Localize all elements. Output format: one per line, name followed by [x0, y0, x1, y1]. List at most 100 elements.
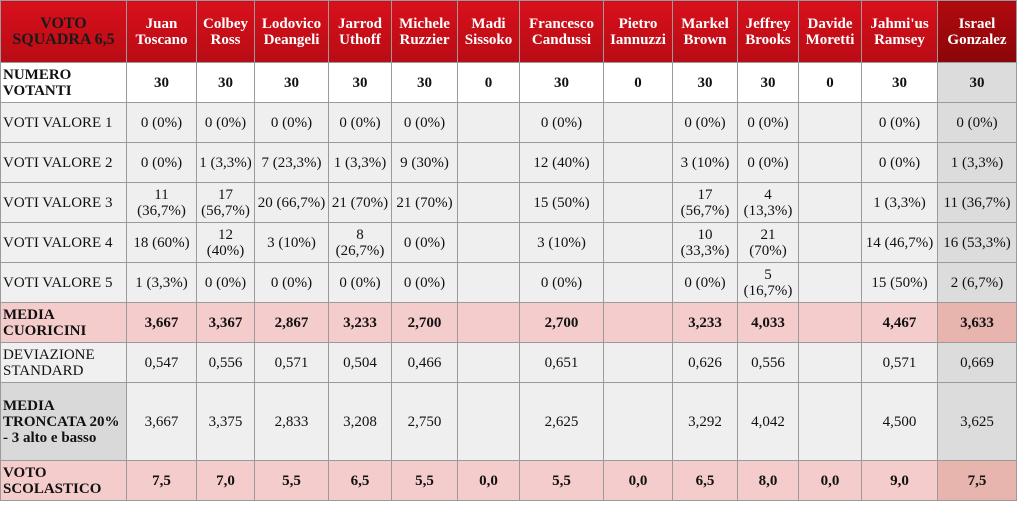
- row-label: VOTO SCOLASTICO: [0, 460, 127, 501]
- cell: 3,292: [672, 382, 738, 461]
- cell: 15 (50%): [519, 182, 604, 223]
- player-header: Jarrod Uthoff: [328, 0, 392, 63]
- cell: 30: [391, 62, 458, 103]
- cell: 30: [737, 62, 799, 103]
- cell: 4,467: [861, 302, 938, 343]
- cell: 21 (70%): [391, 182, 458, 223]
- cell: 30: [328, 62, 392, 103]
- cell: 30: [196, 62, 255, 103]
- cell: 4,033: [737, 302, 799, 343]
- row-label: MEDIA CUORICINI: [0, 302, 127, 343]
- cell: 9 (30%): [391, 142, 458, 183]
- cell: 2,700: [519, 302, 604, 343]
- player-header: Markel Brown: [672, 0, 738, 63]
- cell: [798, 222, 862, 263]
- cell: [603, 342, 673, 383]
- cell: 0,556: [737, 342, 799, 383]
- cell: 4,500: [861, 382, 938, 461]
- row-label: VOTI VALORE 3: [0, 182, 127, 223]
- cell: 0 (0%): [126, 142, 197, 183]
- cell: 7,5: [937, 460, 1017, 501]
- row-label: VOTI VALORE 5: [0, 262, 127, 303]
- cell: 4 (13,3%): [737, 182, 799, 223]
- cell: 0 (0%): [254, 262, 329, 303]
- cell: [798, 142, 862, 183]
- cell: 3,625: [937, 382, 1017, 461]
- cell: 1 (3,3%): [328, 142, 392, 183]
- row-label: VOTI VALORE 2: [0, 142, 127, 183]
- player-header: Michele Ruzzier: [391, 0, 458, 63]
- cell: 1 (3,3%): [937, 142, 1017, 183]
- player-header: Jeffrey Brooks: [737, 0, 799, 63]
- cell: 3,375: [196, 382, 255, 461]
- cell: [603, 182, 673, 223]
- cell: [798, 342, 862, 383]
- cell: 18 (60%): [126, 222, 197, 263]
- cell: 3,367: [196, 302, 255, 343]
- cell: 2,625: [519, 382, 604, 461]
- cell: [457, 182, 520, 223]
- cell: 14 (46,7%): [861, 222, 938, 263]
- cell: [603, 382, 673, 461]
- table-row: MEDIA CUORICINI 3,667 3,367 2,867 3,233 2,700…: [0, 302, 1017, 343]
- row-label: DEVIAZIONE STANDARD: [0, 342, 127, 383]
- cell: 6,5: [328, 460, 392, 501]
- cell: 2,833: [254, 382, 329, 461]
- cell: 0 (0%): [937, 102, 1017, 143]
- player-header: Francesco Candussi: [519, 0, 604, 63]
- player-header: Colbey Ross: [196, 0, 255, 63]
- cell: [457, 142, 520, 183]
- table-body: NUMERO VOTANTI 30 30 30 30 30 0 30 0 30 30 0 30 30 VOT…: [0, 62, 1017, 501]
- player-header: Madi Sissoko: [457, 0, 520, 63]
- cell: 3 (10%): [519, 222, 604, 263]
- cell: 0 (0%): [861, 102, 938, 143]
- cell: 3,667: [126, 382, 197, 461]
- cell: 21 (70%): [737, 222, 799, 263]
- cell: 3,233: [328, 302, 392, 343]
- cell: 30: [937, 62, 1017, 103]
- cell: 5,5: [519, 460, 604, 501]
- table-row: NUMERO VOTANTI 30 30 30 30 30 0 30 0 30 30 0 30 30: [0, 62, 1017, 103]
- cell: 0 (0%): [328, 102, 392, 143]
- cell: 0,0: [457, 460, 520, 501]
- cell: 0 (0%): [391, 102, 458, 143]
- table-row: MEDIA TRONCATA 20% - 3 alto e basso 3,667…: [0, 382, 1017, 461]
- cell: 17 (56,7%): [196, 182, 255, 223]
- cell: 3,233: [672, 302, 738, 343]
- player-header: Israel Gonzalez: [937, 0, 1017, 63]
- table-row: VOTI VALORE 4 18 (60%) 12 (40%) 3 (10%) 8 (2…: [0, 222, 1017, 263]
- cell: 0 (0%): [391, 222, 458, 263]
- row-label: VOTI VALORE 4: [0, 222, 127, 263]
- cell: 0,651: [519, 342, 604, 383]
- cell: 10 (33,3%): [672, 222, 738, 263]
- cell: 16 (53,3%): [937, 222, 1017, 263]
- cell: [457, 262, 520, 303]
- cell: [457, 102, 520, 143]
- cell: 11 (36,7%): [126, 182, 197, 223]
- cell: 0 (0%): [737, 102, 799, 143]
- cell: 30: [126, 62, 197, 103]
- cell: 0,556: [196, 342, 255, 383]
- cell: 12 (40%): [196, 222, 255, 263]
- cell: 12 (40%): [519, 142, 604, 183]
- player-header: Juan Toscano: [126, 0, 197, 63]
- cell: 0: [603, 62, 673, 103]
- cell: 8,0: [737, 460, 799, 501]
- row-label: MEDIA TRONCATA 20% - 3 alto e basso: [0, 382, 127, 461]
- cell: 3 (10%): [672, 142, 738, 183]
- cell: 30: [861, 62, 938, 103]
- table-row: DEVIAZIONE STANDARD 0,547 0,556 0,571 0,504 0…: [0, 342, 1017, 383]
- cell: 2,700: [391, 302, 458, 343]
- table-row: VOTO SCOLASTICO 7,5 7,0 5,5 6,5 5,5 0,0 5,5 0,0 6…: [0, 460, 1017, 501]
- cell: 2,867: [254, 302, 329, 343]
- cell: [457, 382, 520, 461]
- cell: 0,626: [672, 342, 738, 383]
- cell: 0,669: [937, 342, 1017, 383]
- cell: 0 (0%): [196, 102, 255, 143]
- cell: [457, 222, 520, 263]
- cell: 7,0: [196, 460, 255, 501]
- cell: 7,5: [126, 460, 197, 501]
- cell: 17 (56,7%): [672, 182, 738, 223]
